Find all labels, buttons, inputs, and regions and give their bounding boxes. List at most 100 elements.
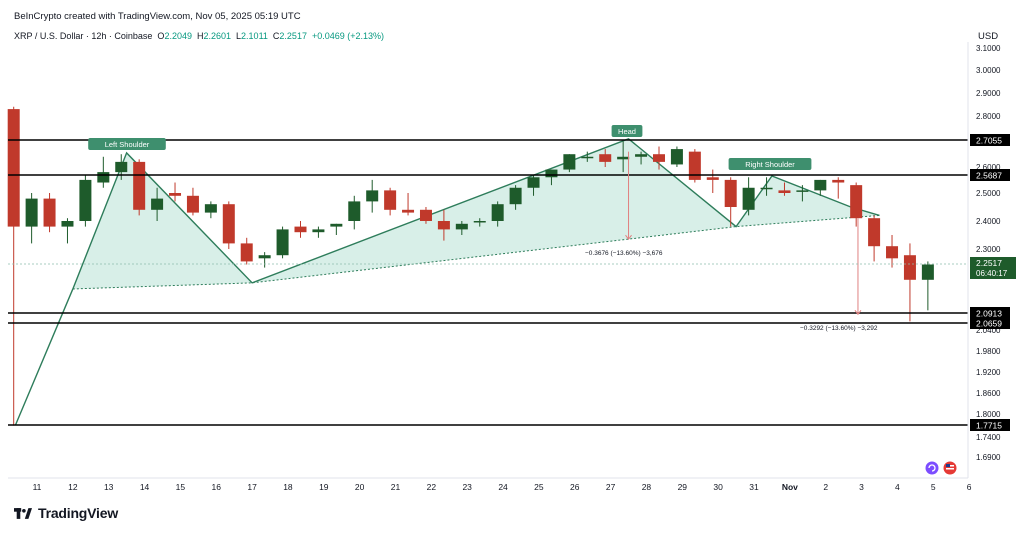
candle-body [402, 209, 415, 213]
candle-body [473, 221, 486, 223]
level-price-tag [970, 419, 1010, 431]
time-tick-label: 29 [678, 482, 688, 492]
time-tick-label: Nov [782, 482, 798, 492]
candles-layer [7, 106, 934, 426]
candle-body [545, 169, 558, 178]
symbol-title[interactable]: XRP / U.S. Dollar · 12h · Coinbase [14, 31, 153, 41]
time-tick-label: 3 [859, 482, 864, 492]
flag-icon[interactable] [943, 461, 957, 475]
time-tick-label: 13 [104, 482, 114, 492]
candle-body [79, 179, 92, 221]
head-badge [611, 125, 643, 137]
candle-body [670, 149, 683, 165]
candle-body [796, 190, 809, 192]
candle-body [635, 154, 648, 157]
high-value: 2.2601 [203, 31, 232, 41]
candle-body [366, 190, 379, 202]
neckline [72, 214, 880, 290]
candle-body [581, 156, 594, 159]
candle-body [437, 221, 450, 230]
price-tick-label: 2.0400 [976, 326, 1001, 335]
price-tick-label: 1.7400 [976, 433, 1001, 442]
candle-body [222, 204, 235, 244]
symbol-ohlc-legend: XRP / U.S. Dollar · 12h · Coinbase O2.20… [14, 31, 384, 41]
price-tick-label: 1.9200 [976, 368, 1001, 377]
level-price-label: 2.7055 [976, 136, 1002, 146]
level-price-label: 1.7715 [976, 421, 1002, 431]
candle-body [312, 229, 325, 233]
time-tick-label: 5 [931, 482, 936, 492]
candle-body [186, 195, 199, 213]
candle-body [240, 243, 253, 262]
time-tick-label: 4 [895, 482, 900, 492]
price-tick-label: 2.4000 [976, 217, 1001, 226]
time-tick-label: 24 [498, 482, 508, 492]
time-tick-label: 28 [642, 482, 652, 492]
price-tick-label: 2.5000 [976, 189, 1001, 198]
candle-body [832, 179, 845, 183]
time-tick-label: 19 [319, 482, 329, 492]
level-price-label: 2.0659 [976, 319, 1002, 329]
candle-body [491, 204, 504, 221]
time-tick-label: 18 [283, 482, 293, 492]
tradingview-logo-text: TradingView [38, 505, 119, 521]
candle-body [204, 204, 217, 213]
head-label: Head [618, 127, 636, 136]
current-price-tag [970, 257, 1016, 279]
measure-breakdown-arrowhead [854, 309, 862, 316]
time-tick-label: 30 [713, 482, 723, 492]
level-price-tag [970, 307, 1010, 319]
time-tick-label: 22 [427, 482, 437, 492]
time-tick-label: 2 [823, 482, 828, 492]
measure-head-arrowhead [625, 234, 632, 241]
candle-body [133, 161, 146, 210]
low-value: 2.1011 [241, 31, 268, 41]
price-tick-label: 2.3000 [976, 245, 1001, 254]
axes-layer: 3.1000 3.0000 2.9000 2.8000 2.6000 2.5000 2.40… [8, 42, 1016, 492]
candle-body [384, 190, 397, 210]
time-tick-label: 17 [247, 482, 257, 492]
candle-body [97, 172, 110, 183]
replay-icon[interactable] [925, 461, 939, 475]
time-tick-label: 31 [749, 482, 759, 492]
level-price-tag [970, 134, 1010, 146]
candle-body [921, 264, 934, 280]
close-value: 2.2517 [279, 31, 307, 41]
candle-body [886, 246, 899, 259]
candle-body [688, 151, 701, 180]
candle-body [276, 229, 289, 256]
time-tick-label: 6 [967, 482, 972, 492]
tradingview-logo[interactable]: TradingView [14, 505, 118, 521]
candle-body [294, 226, 307, 233]
candle-body [115, 161, 128, 173]
currency-label[interactable]: USD [978, 31, 999, 42]
change-value: +0.0469 (+2.13%) [311, 31, 385, 41]
level-price-label: 2.0913 [976, 309, 1002, 319]
candle-body [330, 223, 343, 227]
level-price-label: 2.5687 [976, 171, 1002, 181]
candle-body [258, 255, 271, 259]
candle-body [599, 154, 612, 162]
price-tick-label: 2.6000 [976, 163, 1001, 172]
price-tick-label: 1.9800 [976, 347, 1001, 356]
price-tick-label: 2.8000 [976, 112, 1001, 121]
left-shoulder-label: Left Shoulder [105, 140, 150, 149]
candle-body [814, 179, 827, 191]
candle-body [706, 177, 719, 180]
time-tick-label: 21 [391, 482, 401, 492]
price-tick-label: 1.8600 [976, 389, 1001, 398]
candle-body [7, 109, 20, 227]
candle-body [348, 201, 361, 221]
open-label: O [157, 31, 165, 41]
candle-body [509, 187, 522, 205]
time-tick-label: 11 [33, 482, 42, 492]
candle-body [151, 198, 164, 210]
candle-body [527, 177, 540, 188]
right-shoulder-badge [728, 158, 812, 170]
candle-body [868, 218, 881, 247]
candle-body [617, 156, 630, 160]
open-value: 2.2049 [164, 31, 192, 41]
time-tick-label: 12 [68, 482, 78, 492]
time-tick-label: 25 [534, 482, 544, 492]
